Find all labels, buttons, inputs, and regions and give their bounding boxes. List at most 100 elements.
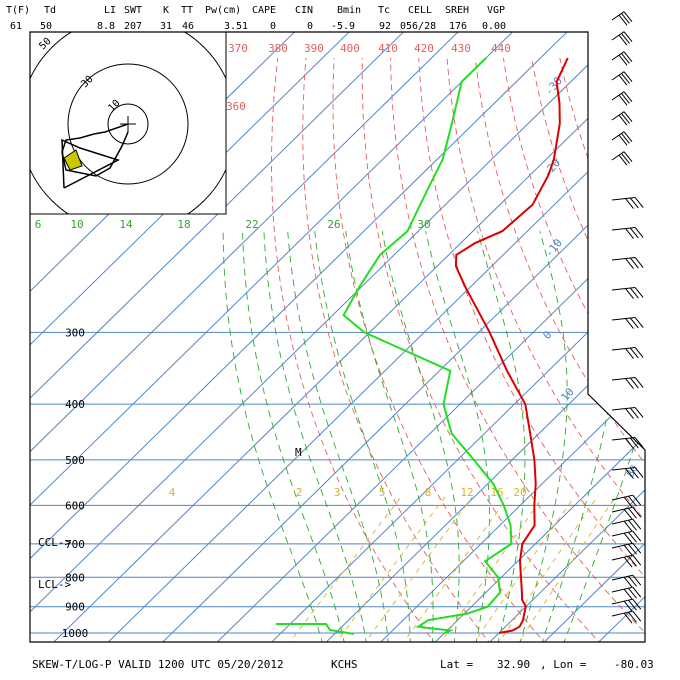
hdr-value-k: 31 [160,21,172,32]
dry-adiabat-350 [474,57,645,642]
isotherm-40 [595,32,645,642]
hodograph-ring-10 [107,103,149,145]
wind-barb [611,227,644,239]
footer-lon-label: , Lon = [540,658,587,671]
mixing-ratio-label-1: 2 [296,486,303,499]
pressure-label-400: 400 [65,398,85,411]
moist-adiabat-26 [518,230,568,642]
wind-barb [611,506,642,520]
mixing-ratio-16 [496,496,598,642]
moist-adiabat--2 [263,231,368,642]
wind-barb [611,31,633,46]
isotherm-20 [486,32,645,642]
moist-adiabat-2 [287,231,389,642]
dry-adiabat-340 [446,57,645,642]
isotherm--120 [30,32,350,642]
wind-barb [611,407,644,419]
moist-adiabat-label-0: 6 [35,218,42,231]
mixing-ratio-12 [472,496,575,642]
wind-barb [611,287,644,299]
isotherm--30 [213,32,645,642]
dry-adiabat-380 [559,57,645,642]
dry-adiabat-label-3: 400 [340,42,360,55]
hdr-label-td: Td [44,5,56,16]
hodograph-ring-30 [67,63,189,185]
mixing-ratio-1 [287,496,402,642]
wind-barb [611,586,642,600]
moist-adiabat-label-4: 22 [245,218,258,231]
hdr-label-bmin: Bmin [337,5,361,16]
dry-adiabat-370 [531,57,645,642]
dry-adiabat-label-0: 370 [228,42,248,55]
wind-barb [611,437,644,449]
hdr-value-sreh: 176 [449,21,467,32]
pressure-label-1000: 1000 [62,627,89,640]
wind-barb [611,347,644,359]
footer-station: KCHS [331,658,358,671]
hdr-label-vgp: VGP [487,5,505,16]
hdr-label-sreh: SREH [445,5,469,16]
hdr-label-cape: CAPE [252,5,276,16]
wind-barb [611,494,642,508]
mixing-ratio-label-0: 4 [169,486,176,499]
moist-adiabat-label-3: 18 [177,218,190,231]
wind-barb [611,317,644,329]
mixing-ratio-2 [333,496,446,642]
moist-adiabat-6 [314,231,411,642]
pressure-label-600: 600 [65,499,85,512]
mixing-ratio-label-7: 20 [513,486,526,499]
hdr-label-cell: CELL [408,5,432,16]
mixing-ratio-8 [438,496,544,642]
moist-adiabat-30 [540,231,619,642]
pressure-label-300: 300 [65,326,85,339]
wind-barb [611,554,642,568]
lcl-marker: LCL-> [38,578,71,591]
wind-barb [611,574,642,588]
wind-barb [611,111,633,126]
moist-adiabat--6 [242,231,346,642]
footer-lon-value: -80.03 [614,658,654,671]
dry-adiabat-300 [332,57,548,642]
hodograph-storm-motion [61,138,120,189]
moist-adiabat-label-1: 10 [70,218,83,231]
header-block: T(F) Td LI SWT K TT Pw(cm) CAPE CIN Bmin… [6,5,506,32]
dry-adiabat-290 [302,57,492,642]
hdr-label-swt: SWT [124,5,142,16]
moist-adiabat-label-2: 14 [119,218,133,231]
isotherm--20 [268,32,645,642]
hdr-label-pw: Pw(cm) [205,5,241,16]
isotherm--80 [30,32,568,642]
isotherm-label-0: 10 [558,385,576,404]
wind-barbs [611,11,644,624]
pressure-label-800: 800 [65,571,85,584]
wind-barb [611,257,644,269]
mixing-ratio-label-4: 8 [425,486,432,499]
isotherm--100 [30,32,459,642]
dry-adiabat-320 [390,57,645,642]
hdr-label-tt: TT [181,5,193,16]
hdr-label-tc: Tc [378,5,390,16]
sounding-profiles [276,57,569,635]
isotherm-0 [377,32,645,642]
ccl-marker: CCL-> [38,536,71,549]
wind-barb [611,151,633,166]
isotherm--60 [50,32,645,642]
dry-adiabat-280 [271,57,437,642]
dry-adiabat-label-1: 380 [268,42,288,55]
hdr-value-tf: 61 [10,21,22,32]
moist-adiabat-14 [381,231,460,642]
dry-adiabat-label-7: 440 [491,42,511,55]
wind-barb [611,530,642,544]
isotherm-label-1: 0 [540,328,554,341]
hdr-label-cin: CIN [295,5,313,16]
hodograph-shaded-area [63,149,83,171]
mixing-ratio-label-5: 12 [460,486,473,499]
grid-labels: 1000900800700600500400300100-10-20-30370… [35,42,577,640]
pressure-label-700: 700 [65,538,85,551]
hdr-value-cell: 056/28 [400,21,436,32]
hdr-value-cape: 0 [270,21,276,32]
hdr-value-bmin: -5.9 [331,21,355,32]
mixing-ratio-5 [401,496,509,642]
hdr-value-swt: 207 [124,21,142,32]
moist-adiabat-10 [345,231,434,642]
